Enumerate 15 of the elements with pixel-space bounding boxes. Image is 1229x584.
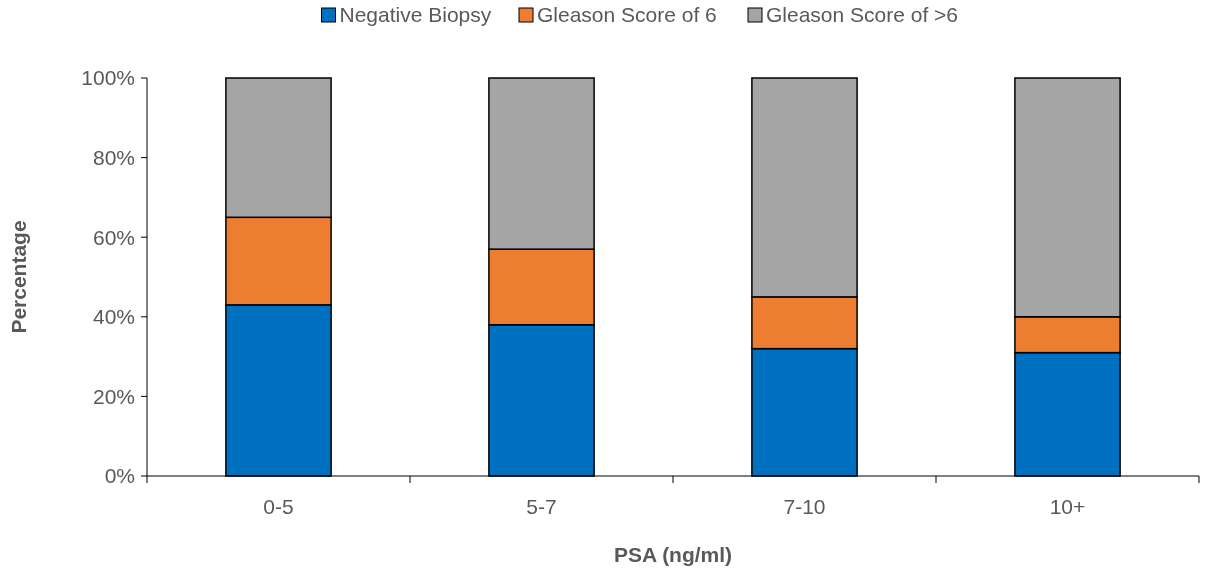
y-tick-label: 60%: [92, 225, 135, 249]
y-tick-label: 0%: [104, 464, 135, 488]
x-tick-label: 5-7: [526, 495, 557, 518]
legend-label: Gleason Score of 6: [537, 3, 717, 26]
x-tick-label: 0-5: [263, 495, 294, 518]
x-tick-label: 10+: [1049, 495, 1086, 518]
y-tick-label: 100%: [81, 66, 135, 90]
x-axis-title: PSA (ng/ml): [613, 543, 733, 566]
legend-label: Gleason Score of >6: [766, 3, 959, 26]
y-tick-label: 80%: [92, 145, 135, 169]
y-tick-label: 20%: [92, 384, 135, 408]
y-axis-title: Percentage: [7, 220, 30, 334]
y-tick-label: 40%: [92, 305, 135, 329]
x-tick-label: 7-10: [783, 495, 826, 518]
legend-label: Negative Biopsy: [339, 3, 492, 26]
